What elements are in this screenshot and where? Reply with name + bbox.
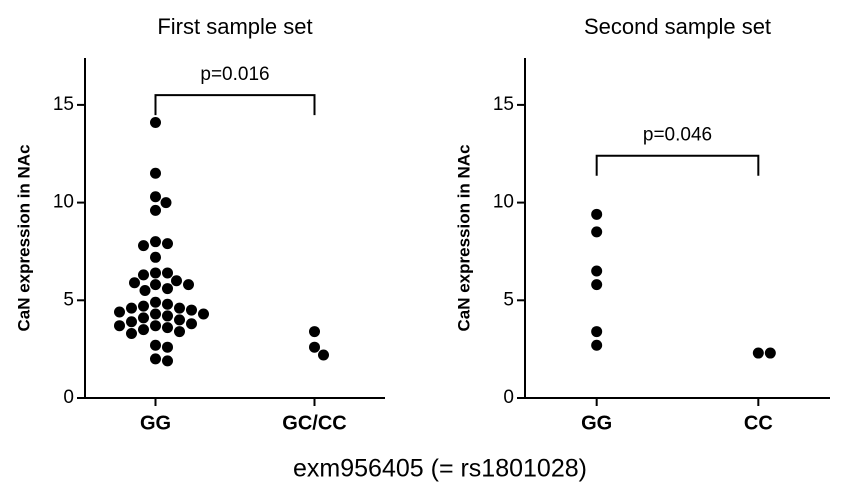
data-point <box>138 269 149 281</box>
y-axis-label: CaN expression in NAc <box>454 144 473 331</box>
data-point <box>309 341 320 353</box>
data-point <box>198 308 209 320</box>
data-point <box>318 349 329 361</box>
data-point <box>150 279 161 291</box>
data-point <box>129 277 140 289</box>
y-tick-label: 5 <box>503 289 514 310</box>
data-point <box>591 265 603 277</box>
data-point <box>162 283 173 295</box>
data-point <box>150 267 161 279</box>
x-tick-label: GG <box>140 412 171 434</box>
data-point <box>309 326 320 338</box>
data-point <box>150 353 161 365</box>
data-point <box>183 279 194 291</box>
data-point <box>174 302 185 314</box>
data-point <box>591 208 603 220</box>
data-point <box>162 322 173 334</box>
data-point <box>150 236 161 248</box>
data-point <box>138 300 149 312</box>
p-value: p=0.016 <box>200 64 269 85</box>
data-point <box>126 328 137 340</box>
y-axis-label: CaN expression in NAc <box>14 144 33 331</box>
data-point <box>162 310 173 322</box>
y-tick-label: 10 <box>493 192 514 213</box>
y-tick-label: 0 <box>63 387 74 408</box>
data-point <box>114 306 125 318</box>
data-point <box>126 302 137 314</box>
significance-bracket <box>154 94 316 116</box>
data-point <box>150 308 161 320</box>
x-tick-label: GG <box>581 412 612 434</box>
y-tick-label: 15 <box>493 94 514 115</box>
x-tick-label: CC <box>744 412 773 434</box>
data-point <box>162 341 173 353</box>
caption: exm956405 (= rs1801028) <box>293 455 587 483</box>
data-point <box>162 298 173 310</box>
data-point <box>591 279 603 291</box>
data-point <box>591 339 603 351</box>
data-point <box>752 347 764 359</box>
data-point <box>174 314 185 326</box>
data-point <box>138 324 149 336</box>
x-tick-label: GC/CC <box>282 412 346 434</box>
data-point <box>150 296 161 308</box>
data-point <box>126 316 137 328</box>
data-point <box>114 320 125 332</box>
data-point <box>150 339 161 351</box>
data-point <box>150 167 161 179</box>
data-point <box>150 251 161 263</box>
data-point <box>150 116 161 128</box>
data-point <box>186 318 197 330</box>
significance-bracket <box>595 154 760 176</box>
data-point <box>138 312 149 324</box>
data-point <box>162 267 173 279</box>
y-tick-label: 10 <box>53 192 74 213</box>
data-point <box>150 191 161 203</box>
data-point <box>591 226 603 238</box>
data-point <box>150 204 161 216</box>
data-point <box>764 347 776 359</box>
data-point <box>160 197 172 209</box>
data-point <box>162 355 173 367</box>
y-tick-label: 5 <box>63 289 74 310</box>
y-tick-label: 15 <box>53 94 74 115</box>
data-point <box>186 304 197 316</box>
chart-title: Second sample set <box>584 14 771 39</box>
data-point <box>591 326 603 338</box>
data-point <box>171 275 182 287</box>
data-point <box>139 285 151 297</box>
data-point <box>162 238 173 250</box>
data-point <box>174 326 185 338</box>
p-value: p=0.046 <box>643 125 712 146</box>
chart-title: First sample set <box>157 14 312 39</box>
data-point <box>150 320 161 332</box>
y-tick-label: 0 <box>503 387 514 408</box>
data-point <box>138 240 149 252</box>
